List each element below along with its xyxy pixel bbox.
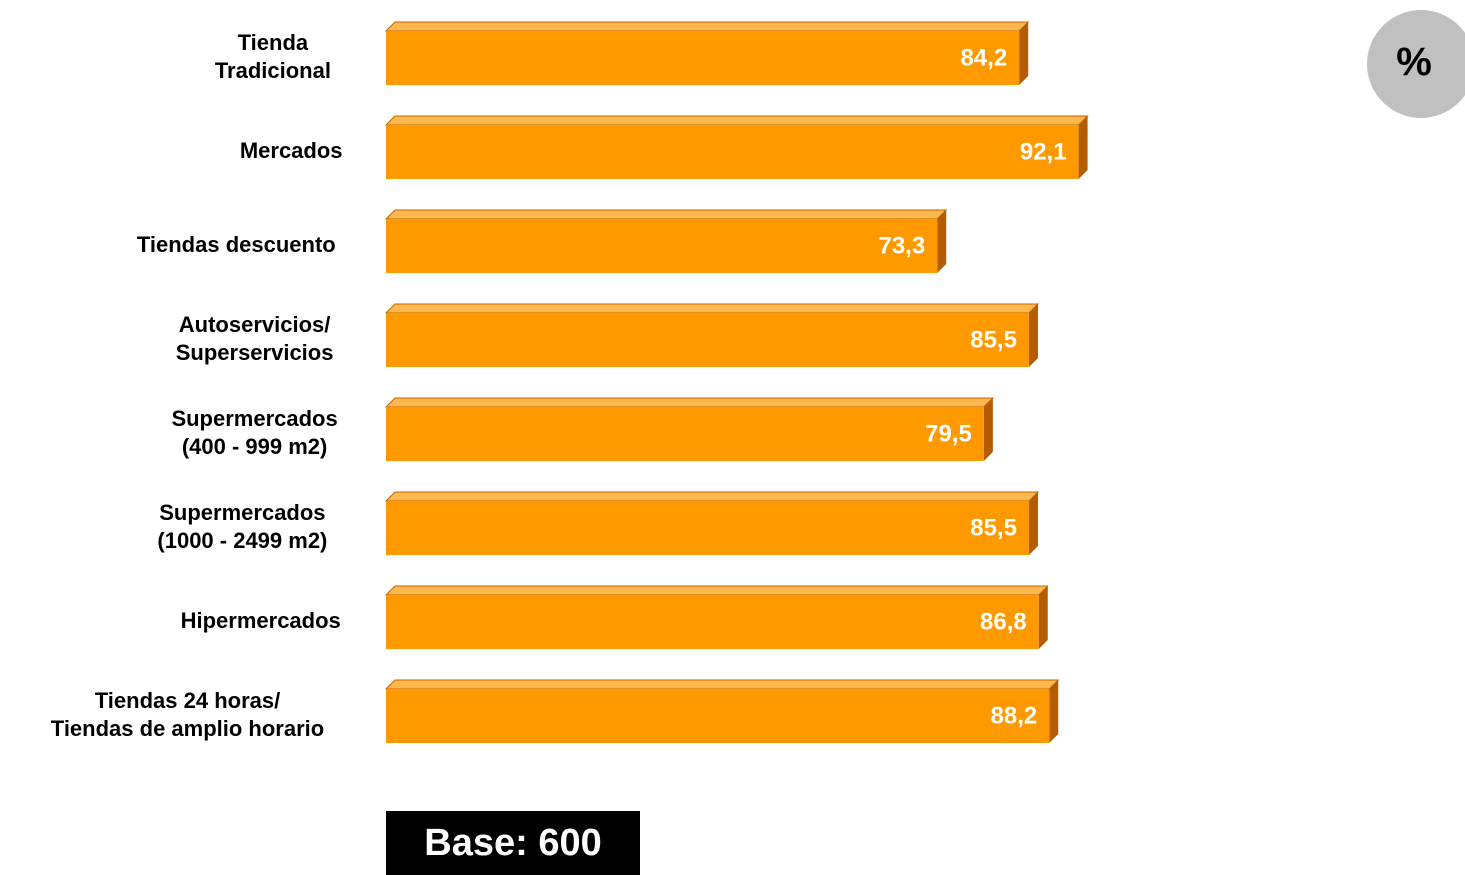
category-label-line: Hipermercados	[181, 608, 341, 633]
bar-group: 88,2 Tiendas 24 horas/Tiendas de amplio h…	[51, 679, 1060, 743]
bar-value-label: 85,5	[970, 514, 1017, 541]
bar-top-face	[384, 491, 1040, 502]
category-label: Supermercados (400 - 999 m2)	[171, 406, 337, 459]
category-label-line: Tiendas descuento	[137, 232, 336, 257]
bar	[386, 689, 1050, 743]
category-label-line: (1000 - 2499 m2)	[157, 528, 327, 553]
category-label-line: Tradicional	[215, 58, 331, 83]
bar-top-face	[384, 679, 1060, 690]
category-label: Autoservicios/Superservicios	[176, 312, 334, 365]
bar-group: 85,5 Autoservicios/Superservicios	[176, 303, 1040, 367]
bar	[386, 219, 938, 273]
bar-top-face	[384, 21, 1030, 32]
bar-side-face	[983, 398, 993, 461]
base-label: Base: 600	[424, 821, 602, 864]
bar-top-face	[384, 303, 1040, 314]
bar-side-face	[1028, 304, 1038, 367]
bar-side-face	[937, 210, 947, 273]
bar-value-label: 86,8	[980, 608, 1027, 635]
bar-group: 84,2 Tienda Tradicional	[215, 21, 1030, 85]
bar-side-face	[1019, 22, 1029, 85]
category-label-line: Autoservicios/	[179, 312, 331, 337]
bar	[386, 125, 1079, 179]
category-label-line: Tiendas de amplio horario	[51, 716, 324, 741]
bar-side-face	[1078, 116, 1088, 179]
bar	[386, 313, 1029, 367]
bar-top-face	[384, 585, 1049, 596]
unit-badge: %	[1367, 10, 1465, 118]
bar-top-face	[384, 115, 1089, 126]
bar-value-label: 84,2	[960, 44, 1007, 71]
bar-group: 85,5 Supermercados (1000 - 2499 m2)	[157, 491, 1040, 555]
bar-value-label: 92,1	[1020, 138, 1067, 165]
bar	[386, 31, 1020, 85]
category-label: Tiendas 24 horas/Tiendas de amplio horar…	[51, 688, 324, 741]
bar-group: 92,1 Mercados	[240, 115, 1089, 179]
category-label-line: Supermercados	[159, 500, 325, 525]
bar-group: 79,5 Supermercados (400 - 999 m2)	[171, 397, 995, 461]
category-label-line: Tienda	[238, 30, 309, 55]
category-label: Tienda Tradicional	[215, 30, 331, 83]
category-label: Supermercados (1000 - 2499 m2)	[157, 500, 327, 553]
category-label-line: Superservicios	[176, 340, 334, 365]
bar-value-label: 73,3	[878, 232, 925, 259]
bar-value-label: 85,5	[970, 326, 1017, 353]
bar	[386, 595, 1039, 649]
bar-top-face	[384, 209, 948, 220]
bar-value-label: 79,5	[925, 420, 972, 447]
category-label: Hipermercados	[181, 608, 341, 633]
category-label-line: Mercados	[240, 138, 343, 163]
category-label-line: Tiendas 24 horas/	[95, 688, 280, 713]
unit-label: %	[1396, 39, 1432, 84]
bar-group: 73,3 Tiendas descuento	[137, 209, 948, 273]
bar-top-face	[384, 397, 995, 408]
bar-side-face	[1028, 492, 1038, 555]
bar	[386, 407, 984, 461]
bar-group: 86,8 Hipermercados	[181, 585, 1049, 649]
category-label: Mercados	[240, 138, 343, 163]
bar-side-face	[1038, 586, 1048, 649]
bar-value-label: 88,2	[991, 702, 1038, 729]
category-label-line: (400 - 999 m2)	[182, 434, 328, 459]
bar-side-face	[1049, 680, 1059, 743]
bar	[386, 501, 1029, 555]
base-box: Base: 600	[386, 811, 640, 875]
category-label-line: Supermercados	[171, 406, 337, 431]
category-label: Tiendas descuento	[137, 232, 336, 257]
